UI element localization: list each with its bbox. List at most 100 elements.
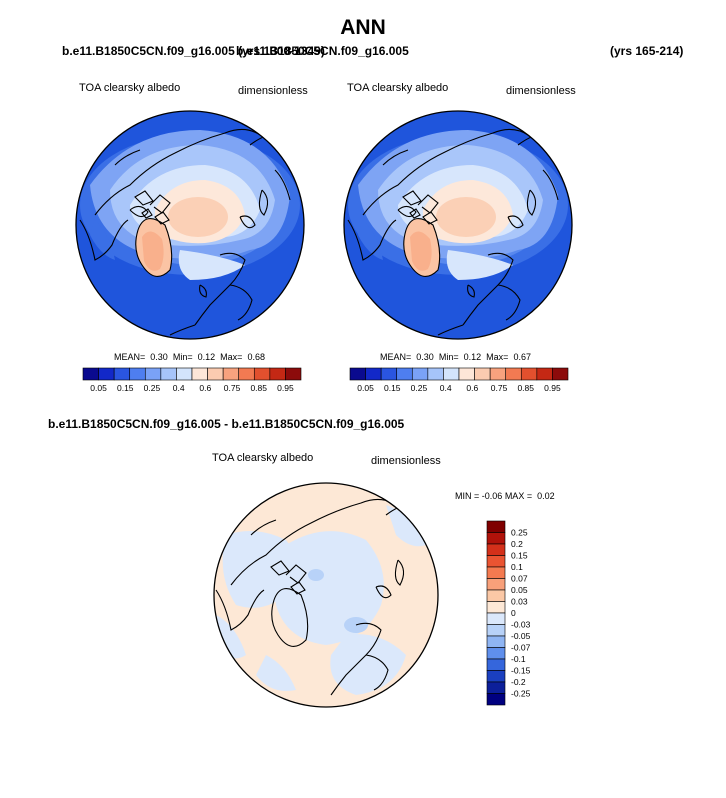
panel1-colorbar-swatch — [285, 367, 302, 381]
panel2-colorbar-tick-label: 0.4 — [440, 383, 452, 393]
panel1-colorbar-tick-label: 0.05 — [90, 383, 107, 393]
panel2-colorbar-tick-label: 0.75 — [491, 383, 508, 393]
panel2-colorbar-swatch — [552, 367, 569, 381]
panel2-colorbar-swatch — [443, 367, 460, 381]
panel3-colorbar-tick-label: 0.03 — [511, 597, 528, 607]
panel2-colorbar-swatch — [536, 367, 553, 381]
panel3-left-label: TOA clearsky albedo — [212, 452, 314, 464]
panel3-colorbar: 0.250.2 0.150.1 0.070.05 0.030 -0.03-0.05 -0.… — [486, 520, 531, 706]
panel1-colorbar-swatch — [113, 367, 131, 381]
panel3-colorbar-swatch — [486, 693, 506, 706]
panel3-colorbar-swatch — [486, 520, 506, 533]
panel3-colorbar-tick-label: -0.1 — [511, 654, 526, 664]
panel3-colorbar-tick-label: -0.07 — [511, 643, 531, 653]
panel1-stats: MEAN= 0.30 Min= 0.12 Max= 0.68 — [114, 352, 265, 362]
panel1-min: 0.12 — [197, 352, 216, 362]
panel2-max: 0.67 — [513, 352, 531, 362]
panel2-colorbar-swatch — [474, 367, 491, 381]
panel1-colorbar-tick-label: 0.95 — [277, 383, 294, 393]
panel2-case-title: b.e11.B1850C5CN.f09_g16.005 — [236, 44, 409, 58]
panel1-mean: 0.30 — [150, 352, 168, 362]
panel3-colorbar-tick-label: -0.2 — [511, 677, 526, 687]
panel3-max-label: MAX = — [504, 491, 533, 501]
panel3-colorbar-swatch — [486, 601, 506, 614]
panel2-colorbar-swatch — [380, 367, 398, 381]
panel3-colorbar-tick-label: 0.2 — [511, 539, 523, 549]
panel3-colorbar-swatch — [486, 635, 506, 648]
panel1-colorbar-swatch — [160, 367, 177, 381]
panel2-colorbar-tick-label: 0.15 — [384, 383, 401, 393]
panel2-years: (yrs 165-214) — [610, 44, 684, 58]
panel3-colorbar-swatch — [486, 681, 506, 694]
panel2-min: 0.12 — [463, 352, 482, 362]
panel3-colorbar-swatch — [486, 543, 506, 556]
panel1-colorbar-swatch — [253, 367, 271, 381]
panel2-colorbar-swatch — [427, 367, 444, 381]
panel1-colorbar-swatch — [176, 367, 193, 381]
panel3-min: -0.06 — [481, 491, 503, 501]
panel3-colorbar-swatch — [486, 578, 506, 591]
panel2-left-label: TOA clearsky albedo — [347, 82, 449, 94]
panel1-colorbar-tick-label: 0.85 — [250, 383, 267, 393]
panel1-colorbar-swatch — [222, 367, 240, 381]
panel1-colorbar-tick-label: 0.6 — [199, 383, 211, 393]
panel3-colorbar-swatch — [486, 612, 506, 625]
panel3-colorbar-tick-label: 0.1 — [511, 562, 523, 572]
panel1-colorbar: 0.05 0.15 0.25 0.4 0.6 0.75 0.85 0.95 — [82, 367, 302, 393]
panel3-colorbar-tick-label: 0.05 — [511, 585, 528, 595]
panel3-colorbar-swatch — [486, 670, 506, 683]
panel1-colorbar-swatch — [129, 367, 146, 381]
panel1-colorbar-swatch — [269, 367, 286, 381]
panel1-colorbar-tick-label: 0.15 — [117, 383, 134, 393]
panel1-max-label: Max= — [220, 352, 243, 362]
panel2-stats: MEAN= 0.30 Min= 0.12 Max= 0.67 — [380, 352, 531, 362]
panel2-colorbar-tick-label: 0.95 — [544, 383, 561, 393]
panel2-colorbar-swatch — [365, 367, 382, 381]
panel3-colorbar-swatch — [486, 658, 506, 671]
panel3-colorbar-swatch — [486, 589, 506, 602]
panel2-colorbar-swatch — [349, 367, 366, 381]
panel3-colorbar-tick-label: -0.03 — [511, 620, 531, 630]
panel2-colorbar-tick-label: 0.05 — [357, 383, 374, 393]
panel3-case-title: b.e11.B1850C5CN.f09_g16.005 - b.e11.B185… — [48, 417, 405, 431]
panel1-colorbar-tick-label: 0.75 — [224, 383, 241, 393]
panel2-colorbar-tick-label: 0.25 — [411, 383, 428, 393]
panel1-right-label: dimensionless — [238, 85, 308, 97]
panel3-max: 0.02 — [537, 491, 555, 501]
panel2-colorbar-swatch — [458, 367, 475, 381]
panel3-colorbar-tick-label: -0.15 — [511, 666, 531, 676]
panel1-map — [75, 110, 305, 340]
panel1-case-title: b.e11.B1850C5CN.f09_g16.005 (yrs 1300-13… — [62, 44, 325, 58]
panel1-colorbar-swatch — [144, 367, 162, 381]
panel1-colorbar-swatch — [98, 367, 115, 381]
panel3-colorbar-tick-label: 0.25 — [511, 528, 528, 538]
panel1-colorbar-tick-label: 0.4 — [173, 383, 185, 393]
panel1-colorbar-swatch — [82, 367, 99, 381]
panel3-colorbar-tick-label: -0.05 — [511, 631, 531, 641]
panel1-min-label: Min= — [172, 352, 193, 362]
panel2-map-border — [343, 110, 573, 340]
panel3-colorbar-swatch — [486, 555, 506, 568]
panel3-map-border — [213, 482, 439, 708]
panel2-mean: 0.30 — [416, 352, 434, 362]
panel2-mean-label: MEAN= — [380, 352, 412, 362]
panel1-colorbar-tick-label: 0.25 — [144, 383, 161, 393]
panel3-stats: MIN = -0.06 MAX = 0.02 — [455, 491, 555, 501]
panel2-right-label: dimensionless — [506, 85, 576, 97]
panel2-max-label: Max= — [486, 352, 509, 362]
panel1-max: 0.68 — [247, 352, 265, 362]
panel2-colorbar-swatch — [489, 367, 507, 381]
panel3-map — [213, 482, 439, 708]
panel1-colorbar-swatch — [191, 367, 208, 381]
panel2-colorbar-tick-label: 0.85 — [517, 383, 534, 393]
panel2-colorbar-swatch — [520, 367, 538, 381]
panel3-colorbar-tick-label: 0 — [511, 608, 516, 618]
panel3-colorbar-swatch — [486, 566, 506, 579]
panel1-colorbar-swatch — [207, 367, 224, 381]
panel1-map-border — [75, 110, 305, 340]
panel2-colorbar: 0.05 0.15 0.25 0.4 0.6 0.75 0.85 0.95 — [349, 367, 569, 393]
panel2-colorbar-tick-label: 0.6 — [466, 383, 478, 393]
page-title: ANN — [340, 16, 386, 39]
panel3-colorbar-swatch — [486, 624, 506, 637]
